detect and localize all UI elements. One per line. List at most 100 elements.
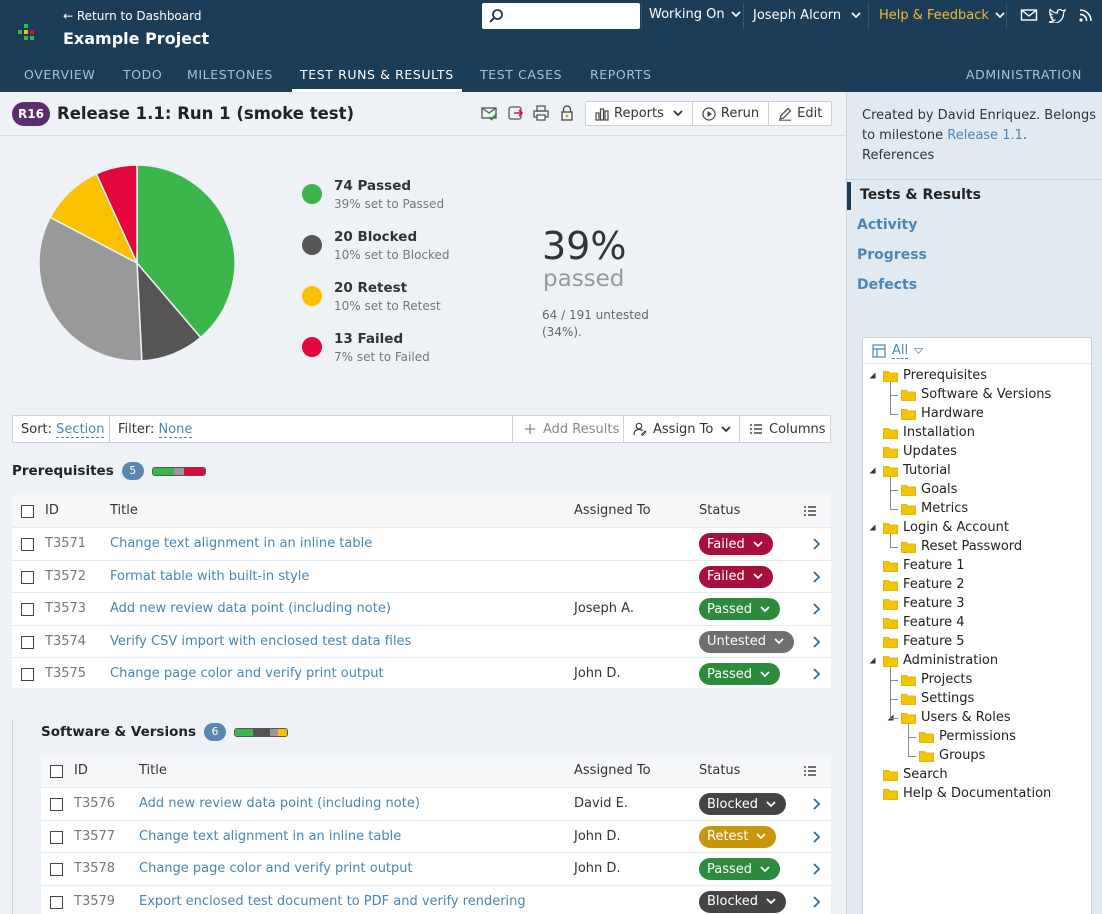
edit-button[interactable]: Edit xyxy=(768,102,831,125)
table-row[interactable]: T3571 Change text alignment in an inline… xyxy=(12,527,831,559)
tree-node[interactable]: Software & Versions xyxy=(901,385,1051,404)
search-input[interactable] xyxy=(508,6,634,26)
row-checkbox[interactable] xyxy=(50,830,63,844)
row-checkbox[interactable] xyxy=(21,668,34,681)
table-row[interactable]: T3577 Change text alignment in an inline… xyxy=(41,819,831,852)
section-name[interactable]: Prerequisites xyxy=(12,463,114,479)
tree-node[interactable]: Projects xyxy=(901,670,972,689)
lock-icon[interactable] xyxy=(558,104,576,122)
columns-button[interactable]: Columns xyxy=(749,416,826,442)
tab-todo[interactable]: TODO xyxy=(123,67,163,82)
tree-filter-select[interactable]: All xyxy=(892,343,909,359)
row-checkbox[interactable] xyxy=(21,538,34,551)
app-logo-icon[interactable] xyxy=(18,24,38,44)
help-feedback-menu[interactable]: Help & Feedback xyxy=(879,8,1005,23)
twitter-icon[interactable] xyxy=(1048,7,1066,23)
tree-collapse-icon[interactable] xyxy=(869,467,876,474)
chevron-right-icon[interactable] xyxy=(812,603,821,615)
sidebar-progress[interactable]: Progress xyxy=(857,247,927,263)
sidebar-activity[interactable]: Activity xyxy=(857,217,918,233)
tree-node[interactable]: Hardware xyxy=(901,404,984,423)
tree-node[interactable]: Installation xyxy=(883,423,975,442)
select-all-checkbox[interactable] xyxy=(21,505,34,518)
row-checkbox[interactable] xyxy=(50,895,63,909)
test-title-link[interactable]: Add new review data point (including not… xyxy=(110,601,391,616)
row-checkbox[interactable] xyxy=(21,570,34,584)
row-checkbox[interactable] xyxy=(50,798,63,811)
tree-node[interactable]: Reset Password xyxy=(901,537,1022,556)
status-dropdown[interactable]: Passed xyxy=(699,858,781,880)
chevron-right-icon[interactable] xyxy=(812,570,821,583)
tab-administration[interactable]: ADMINISTRATION xyxy=(966,67,1082,82)
test-title-link[interactable]: Change text alignment in an inline table xyxy=(139,828,402,844)
tree-node[interactable]: Feature 1 xyxy=(883,556,965,575)
chevron-right-icon[interactable] xyxy=(812,798,821,810)
sort-select[interactable]: Section xyxy=(56,422,105,438)
tree-node[interactable]: Goals xyxy=(901,480,957,499)
tree-node[interactable]: Feature 2 xyxy=(883,575,965,594)
tree-node[interactable]: Search xyxy=(883,765,948,784)
sidebar-tests-results[interactable]: Tests & Results xyxy=(860,187,981,203)
tree-collapse-icon[interactable] xyxy=(869,372,876,379)
select-all-checkbox[interactable] xyxy=(50,765,63,778)
columns-icon[interactable] xyxy=(803,505,817,517)
table-row[interactable]: T3573 Add new review data point (includi… xyxy=(12,592,831,624)
working-on-menu[interactable]: Working On xyxy=(649,7,741,22)
status-dropdown[interactable]: Passed xyxy=(699,663,781,685)
sidebar-defects[interactable]: Defects xyxy=(857,277,918,293)
table-row[interactable]: T3572 Format table with built-in style F… xyxy=(12,559,831,592)
tree-node[interactable]: Users & Roles xyxy=(901,708,1011,727)
milestone-link[interactable]: Release 1.1 xyxy=(947,128,1023,143)
tree-node[interactable]: Groups xyxy=(919,746,985,765)
row-checkbox[interactable] xyxy=(21,635,34,649)
tree-node[interactable]: Settings xyxy=(901,689,974,708)
rerun-button[interactable]: Rerun xyxy=(691,102,768,125)
tab-reports[interactable]: REPORTS xyxy=(590,67,652,82)
tab-test-runs-results[interactable]: TEST RUNS & RESULTS xyxy=(292,67,462,92)
test-title-link[interactable]: Export enclosed test document to PDF and… xyxy=(139,893,526,909)
status-dropdown[interactable]: Failed xyxy=(699,565,773,588)
tree-node[interactable]: Login & Account xyxy=(883,518,1009,537)
tree-node[interactable]: Prerequisites xyxy=(883,366,987,385)
tree-collapse-icon[interactable] xyxy=(869,657,876,664)
tree-node[interactable]: Help & Documentation xyxy=(883,784,1051,803)
test-title-link[interactable]: Change text alignment in an inline table xyxy=(110,536,373,551)
filter-select[interactable]: None xyxy=(158,422,193,438)
tab-milestones[interactable]: MILESTONES xyxy=(187,67,273,82)
status-dropdown[interactable]: Failed xyxy=(699,533,773,555)
tree-node[interactable]: Administration xyxy=(883,651,998,670)
chevron-right-icon[interactable] xyxy=(812,635,821,648)
rss-icon[interactable] xyxy=(1077,7,1095,23)
row-checkbox[interactable] xyxy=(50,863,63,876)
tree-collapse-icon[interactable] xyxy=(869,524,876,531)
status-dropdown[interactable]: Passed xyxy=(699,598,781,620)
search-box[interactable] xyxy=(482,3,640,29)
tab-overview[interactable]: OVERVIEW xyxy=(24,67,96,82)
test-title-link[interactable]: Verify CSV import with enclosed test dat… xyxy=(110,633,412,649)
status-dropdown[interactable]: Untested xyxy=(699,630,794,653)
tree-node[interactable]: Tutorial xyxy=(883,461,951,480)
status-dropdown[interactable]: Retest xyxy=(699,825,777,848)
reports-button[interactable]: Reports xyxy=(586,102,692,125)
test-title-link[interactable]: Change page color and verify print outpu… xyxy=(139,861,413,876)
chevron-right-icon[interactable] xyxy=(812,895,821,908)
table-row[interactable]: T3576 Add new review data point (includi… xyxy=(41,787,831,819)
chevron-right-icon[interactable] xyxy=(812,830,821,843)
project-name[interactable]: Example Project xyxy=(63,29,210,48)
status-dropdown[interactable]: Blocked xyxy=(699,793,786,815)
tree-node[interactable]: Feature 4 xyxy=(883,613,965,632)
section-name[interactable]: Software & Versions xyxy=(41,724,196,740)
test-title-link[interactable]: Add new review data point (including not… xyxy=(139,796,420,811)
chevron-right-icon[interactable] xyxy=(812,538,821,550)
tab-test-cases[interactable]: TEST CASES xyxy=(480,67,563,82)
email-check-icon[interactable] xyxy=(480,104,498,122)
chevron-right-icon[interactable] xyxy=(812,863,821,875)
tree-node[interactable]: Feature 3 xyxy=(883,594,965,613)
test-title-link[interactable]: Change page color and verify print outpu… xyxy=(110,666,384,681)
test-title-link[interactable]: Format table with built-in style xyxy=(110,568,310,584)
assign-to-button[interactable]: Assign To xyxy=(633,416,732,442)
table-row[interactable]: T3579 Export enclosed test document to P… xyxy=(41,884,831,914)
add-results-button[interactable]: Add Results xyxy=(523,416,619,442)
print-icon[interactable] xyxy=(532,104,550,122)
user-menu[interactable]: Joseph Alcorn xyxy=(753,8,861,23)
